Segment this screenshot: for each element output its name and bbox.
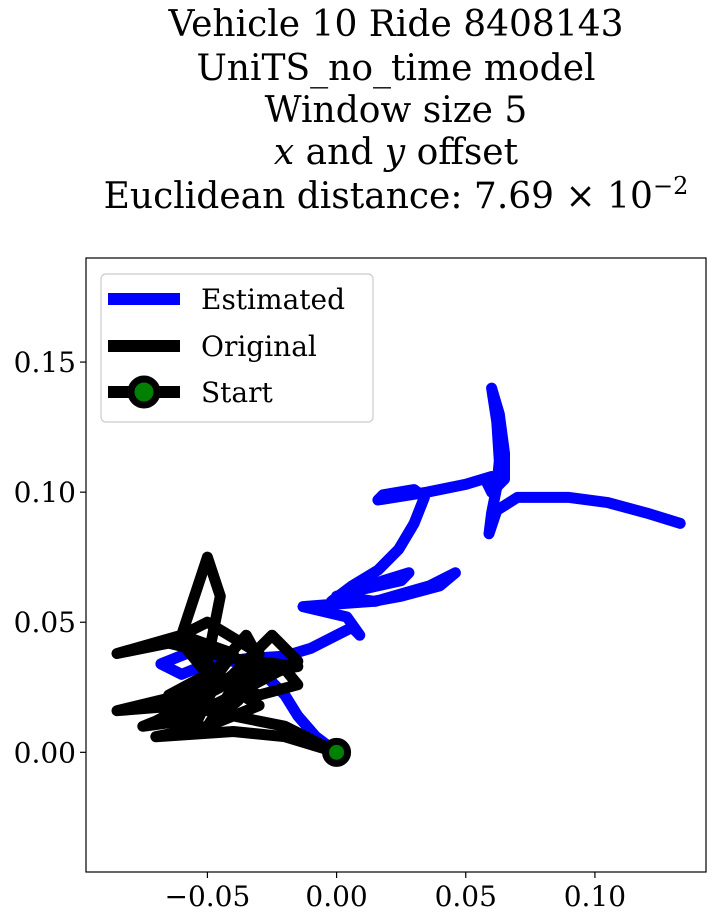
- title-line-1: Vehicle 10 Ride 8408143: [167, 4, 623, 45]
- y-tick-label: 0.05: [14, 606, 76, 639]
- title-line-3: Window size 5: [265, 90, 528, 131]
- title-x-var: x: [274, 132, 294, 173]
- chart-title: Vehicle 10 Ride 8408143 UniTS_no_time mo…: [104, 4, 689, 217]
- start-marker: [322, 737, 352, 767]
- plot-frame: [85, 257, 707, 873]
- legend-box: [100, 273, 374, 423]
- y-tick-label: 0.10: [14, 476, 76, 509]
- title-line-2: UniTS_no_time model: [196, 48, 595, 89]
- x-axis: −0.05 0.00 0.05 0.10: [165, 872, 626, 913]
- legend-original-label: Original: [201, 330, 317, 363]
- title-exponent: −2: [653, 172, 688, 200]
- title-line-4: x and y offset: [274, 132, 519, 173]
- x-tick-label: 0.10: [564, 880, 626, 913]
- x-tick-label: −0.05: [165, 880, 251, 913]
- legend-start-marker: [127, 375, 161, 409]
- y-axis: 0.00 0.05 0.10 0.15: [14, 346, 86, 769]
- y-tick-label: 0.15: [14, 346, 76, 379]
- legend: Estimated Original Start: [100, 273, 374, 423]
- title-distance: Euclidean distance: 7.69 × 10: [104, 176, 653, 217]
- title-y-var: y: [383, 132, 406, 173]
- title-line-5: Euclidean distance: 7.69 × 10−2: [104, 172, 689, 217]
- x-tick-label: 0.05: [435, 880, 497, 913]
- series-original-line: [111, 551, 343, 758]
- title-and: and: [294, 132, 385, 173]
- legend-estimated-label: Estimated: [201, 283, 345, 316]
- y-tick-label: 0.00: [14, 736, 76, 769]
- title-offset: offset: [405, 132, 518, 173]
- x-tick-label: 0.00: [305, 880, 367, 913]
- legend-start-label: Start: [201, 376, 274, 409]
- series-layer: [111, 382, 686, 767]
